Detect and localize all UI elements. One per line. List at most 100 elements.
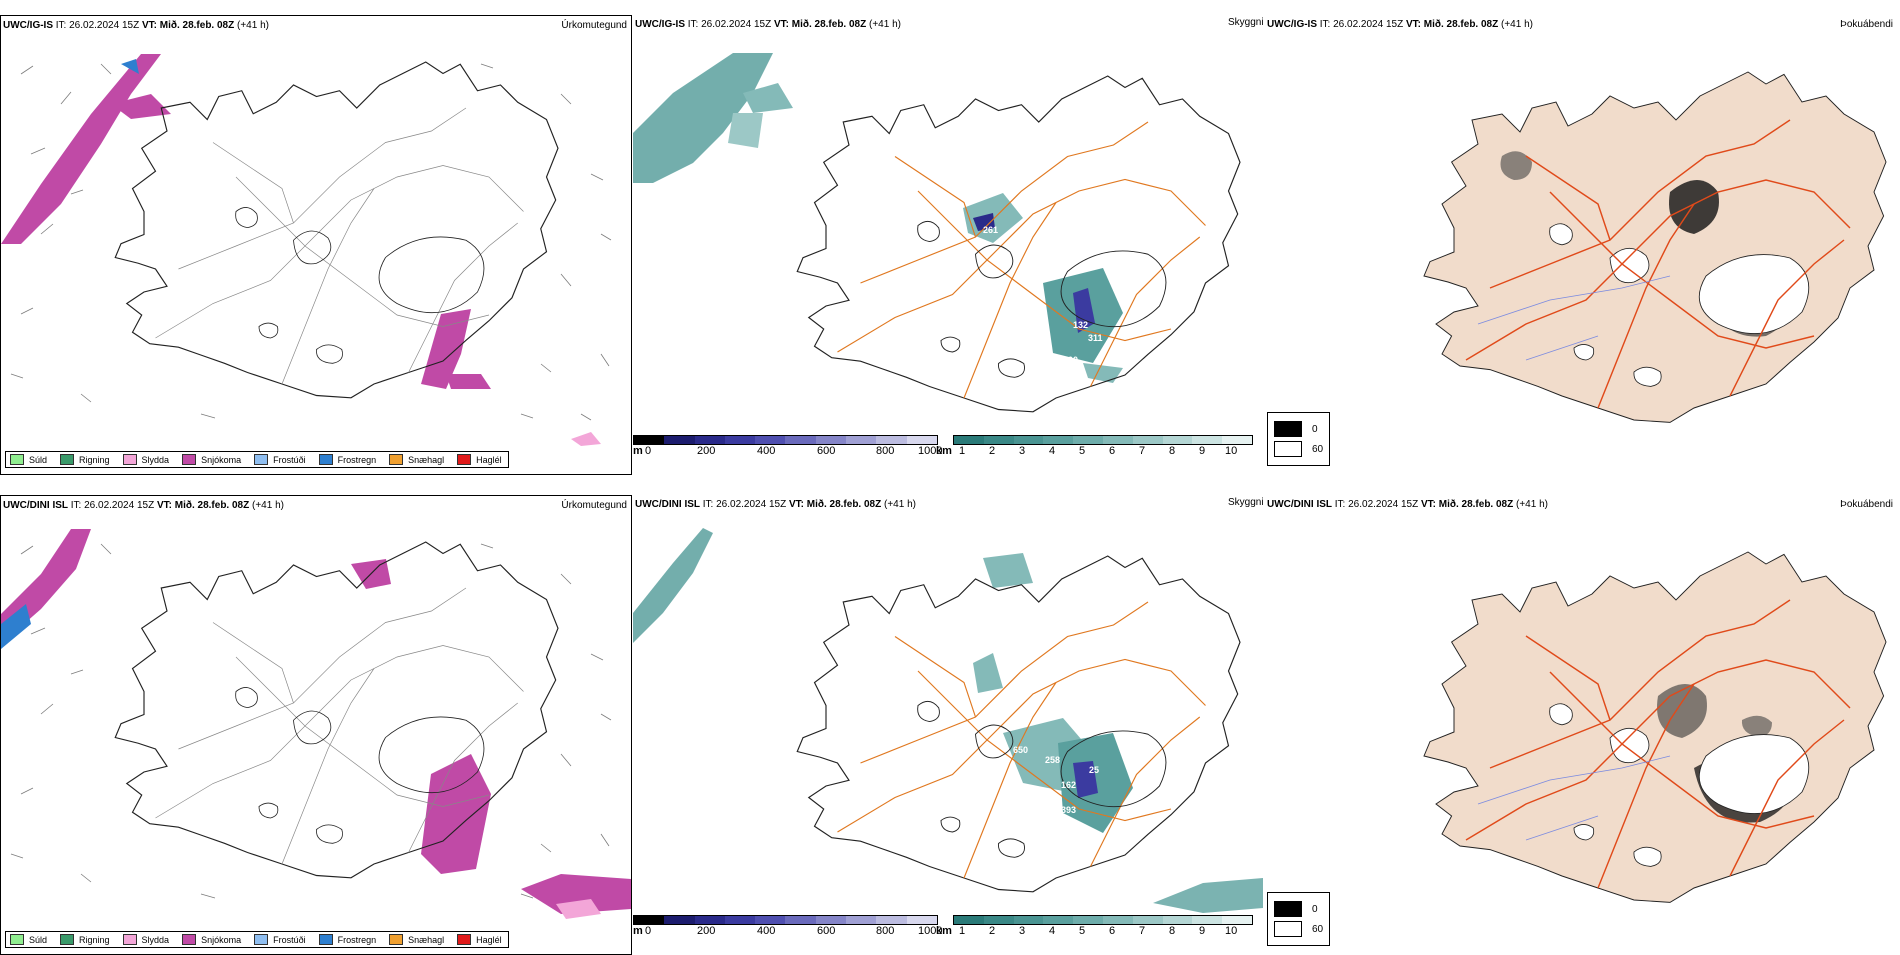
vis-label: 300 — [1063, 355, 1078, 365]
freezing-rain-area — [1, 604, 31, 649]
legend-item: Snjókoma — [182, 454, 241, 465]
it-label: IT: — [702, 499, 714, 510]
ceiling-colorbar: 0 200 400 600 800 1000 — [633, 435, 942, 457]
tick-label: 4 — [1049, 925, 1056, 937]
lead-time: (+41 h) — [237, 20, 269, 31]
legend-swatch — [457, 934, 472, 945]
color-step — [634, 436, 665, 444]
color-step — [755, 916, 786, 924]
snow-area-nw — [1, 54, 161, 244]
legend-item: Rigning — [60, 454, 110, 465]
visibility-colorbar: 1 2 3 4 5 6 7 8 9 10 — [953, 915, 1253, 937]
run-info: UWC/DINI ISL IT: 26.02.2024 15Z VT: Mið.… — [3, 500, 284, 511]
legend-swatch — [318, 934, 333, 945]
tick-label: 5 — [1079, 445, 1086, 457]
model-name: UWC/IG-IS — [1267, 19, 1317, 30]
fog-legend-item: 60 — [1274, 441, 1323, 457]
legend-item: Rigning — [60, 934, 110, 945]
color-step — [664, 916, 695, 924]
low-vis-center — [973, 653, 1003, 693]
legend-swatch — [60, 934, 75, 945]
low-vis-ocean — [1153, 878, 1263, 913]
model-name: UWC/DINI ISL — [635, 499, 700, 510]
precip-legend: Súld Rigning Slydda Snjókoma Frostúði Fr… — [5, 931, 509, 948]
color-step — [815, 436, 847, 444]
it-label: IT: — [1334, 499, 1346, 510]
low-vis-west — [728, 113, 763, 148]
tick-label: 6 — [1109, 925, 1116, 937]
wind-barbs — [10, 543, 612, 901]
color-step — [1162, 916, 1193, 924]
legend-label: Slydda — [141, 454, 170, 465]
fog-area — [1741, 715, 1772, 737]
ceiling-ticks: 0 200 400 600 800 1000 — [633, 445, 942, 457]
vis-label: 261 — [983, 225, 998, 235]
color-step — [1102, 916, 1133, 924]
ceiling-ticks: 0 200 400 600 800 1000 — [633, 925, 942, 937]
low-ceiling-se — [1073, 761, 1098, 798]
legend-item: Snæhagl — [389, 454, 444, 465]
tick-label: 2 — [989, 445, 996, 457]
vis-label: 258 — [1045, 755, 1060, 765]
iceland-outline — [114, 61, 559, 399]
fog-swatch — [1274, 921, 1302, 937]
tick-label: 600 — [817, 445, 836, 457]
tick-label: 600 — [817, 925, 836, 937]
legend-swatch — [10, 934, 24, 945]
color-step — [1132, 436, 1163, 444]
tick-label: 400 — [757, 445, 776, 457]
visibility-map: 254 261 132 311 300 — [633, 53, 1241, 413]
color-step — [694, 436, 725, 444]
legend-swatch — [182, 454, 197, 465]
fog-value: 60 — [1312, 443, 1324, 455]
it-value: 26.02.2024 15Z — [84, 500, 155, 511]
lead-time: (+41 h) — [869, 19, 901, 30]
color-step — [1073, 436, 1103, 444]
legend-item: Slydda — [122, 454, 170, 465]
vt-value: Mið. 28.feb. 08Z — [174, 500, 250, 511]
model-name: UWC/IG-IS — [635, 19, 685, 30]
sleet-area — [571, 432, 601, 446]
fog-panel-1: UWC/IG-IS IT: 26.02.2024 15Z VT: Mið. 28… — [1265, 15, 1897, 475]
run-info: UWC/IG-IS IT: 26.02.2024 15Z VT: Mið. 28… — [1267, 19, 1533, 30]
iceland-outline — [1423, 551, 1887, 904]
legend-swatch — [389, 454, 404, 465]
tick-label: 1 — [959, 925, 966, 937]
fog-swatch — [1274, 901, 1302, 917]
fog-swatch — [1274, 441, 1302, 457]
fog-legend-item: 0 — [1274, 901, 1323, 917]
panel-title: Skyggni — [1228, 17, 1264, 28]
vis-label: 254 — [743, 150, 758, 160]
low-vis-north — [983, 553, 1033, 588]
tick-label: 800 — [876, 445, 895, 457]
legend-swatch — [10, 454, 24, 465]
legend-swatch — [457, 454, 472, 465]
tick-label: 3 — [1019, 925, 1026, 937]
it-value: 26.02.2024 15Z — [701, 19, 772, 30]
ceiling-unit: m — [633, 925, 643, 937]
color-step — [1013, 916, 1044, 924]
tick-label: 7 — [1139, 925, 1146, 937]
vis-label: 162 — [1061, 780, 1076, 790]
tick-label: 800 — [876, 925, 895, 937]
color-step — [906, 916, 937, 924]
legend-swatch — [254, 454, 269, 465]
run-info: UWC/DINI ISL IT: 26.02.2024 15Z VT: Mið.… — [1267, 499, 1548, 510]
it-value: 26.02.2024 15Z — [1348, 499, 1419, 510]
fog-map — [1423, 71, 1887, 424]
vis-label: 650 — [1013, 745, 1028, 755]
fog-panel-2: UWC/DINI ISL IT: 26.02.2024 15Z VT: Mið.… — [1265, 495, 1897, 955]
tick-label: 200 — [697, 445, 716, 457]
fog-value: 0 — [1312, 903, 1318, 915]
visibility-map: 650 258 25 162 393 — [633, 528, 1263, 913]
vt-value: Mið. 28.feb. 08Z — [159, 20, 235, 31]
it-label: IT: — [1319, 19, 1331, 30]
tick-label: 200 — [697, 925, 716, 937]
legend-label: Frostregn — [337, 454, 377, 465]
vis-label: 132 — [1073, 320, 1088, 330]
vt-value: Mið. 28.feb. 08Z — [1438, 499, 1514, 510]
tick-label: 8 — [1169, 925, 1176, 937]
fog-area — [1500, 151, 1532, 180]
low-ceiling-center — [973, 213, 995, 231]
legend-item: Frostúði — [254, 934, 306, 945]
